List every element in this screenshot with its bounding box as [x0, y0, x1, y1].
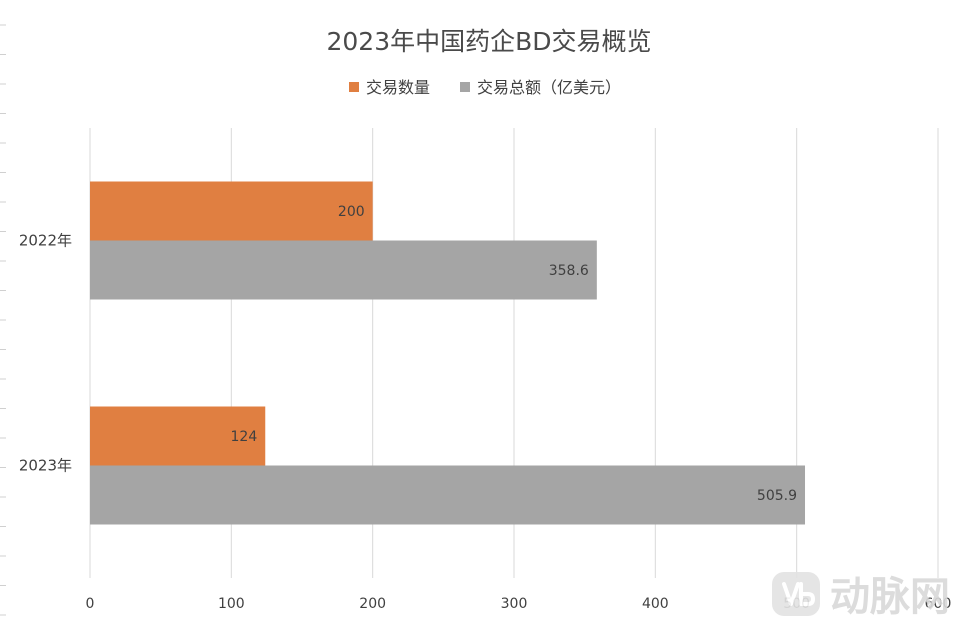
x-tick-label: 300	[501, 596, 528, 612]
data-labels: 200 358.6 124 505.9	[231, 204, 797, 504]
x-tick-label: 400	[642, 596, 669, 612]
edge-ticks	[0, 24, 6, 616]
x-tick-label: 0	[86, 596, 95, 612]
x-tick-label: 200	[359, 596, 386, 612]
data-label: 358.6	[549, 263, 589, 279]
data-label: 124	[231, 429, 258, 445]
bar	[90, 406, 266, 466]
bar	[90, 240, 597, 300]
x-tick-labels: 0100200300400500600	[86, 596, 952, 612]
x-tick-label: 600	[925, 596, 952, 612]
bar	[90, 465, 806, 525]
bar	[90, 181, 373, 241]
legend-label-count: 交易数量	[366, 78, 430, 97]
legend: 交易数量 交易总额（亿美元）	[349, 78, 621, 97]
x-tick-label: 100	[218, 596, 245, 612]
category-labels: 2022年 2023年	[19, 232, 72, 475]
data-label: 505.9	[757, 488, 797, 504]
category-label: 2023年	[19, 457, 72, 475]
data-label: 200	[338, 204, 365, 220]
watermark: 动脉网	[772, 572, 950, 620]
legend-label-amount: 交易总额（亿美元）	[477, 78, 621, 97]
chart-title: 2023年中国药企BD交易概览	[326, 27, 651, 56]
legend-swatch-amount	[460, 82, 470, 92]
legend-swatch-count	[349, 82, 359, 92]
bars	[90, 181, 806, 525]
category-label: 2022年	[19, 232, 72, 250]
watermark-text: 动脉网	[830, 574, 950, 620]
